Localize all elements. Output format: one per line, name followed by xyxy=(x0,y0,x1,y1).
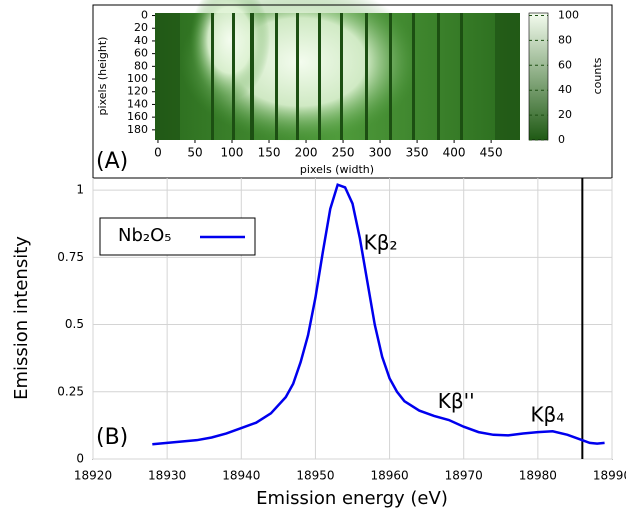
y-tick-label: 0.5 xyxy=(65,317,84,331)
colorbar-tick-label: 80 xyxy=(558,33,572,46)
y-tick-label: 0.25 xyxy=(57,384,84,398)
annotation: Kβ'' xyxy=(438,389,475,413)
y-tick-label: 120 xyxy=(127,85,148,98)
panel-label: (A) xyxy=(96,149,128,174)
x-tick-label: 18950 xyxy=(296,469,334,483)
x-tick-label: 18920 xyxy=(74,469,112,483)
x-tick-label: 350 xyxy=(406,146,429,160)
colorbar-tick-label: 60 xyxy=(558,58,572,71)
y-tick-label: 60 xyxy=(134,47,148,60)
panel-label: (B) xyxy=(96,425,128,450)
annotation: Kβ₂ xyxy=(364,230,398,254)
x-tick-label: 18960 xyxy=(370,469,408,483)
y-tick-label: 140 xyxy=(127,97,148,110)
x-tick-label: 200 xyxy=(295,146,318,160)
x-tick-label: 0 xyxy=(154,146,162,160)
x-tick-label: 18940 xyxy=(222,469,260,483)
x-tick-label: 18930 xyxy=(148,469,186,483)
colorbar-tick-label: 40 xyxy=(558,83,572,96)
y-tick-label: 160 xyxy=(127,110,148,123)
x-tick-label: 250 xyxy=(332,146,355,160)
y-tick-label: 0.75 xyxy=(57,250,84,264)
x-tick-label: 400 xyxy=(443,146,466,160)
colorbar-tick-label: 20 xyxy=(558,108,572,121)
y-axis-label: pixels (height) xyxy=(96,37,109,116)
detector-image xyxy=(155,0,520,142)
y-tick-label: 1 xyxy=(76,183,84,197)
x-axis-label: Emission energy (eV) xyxy=(256,488,448,509)
y-tick-label: 0 xyxy=(76,452,84,466)
y-tick-label: 20 xyxy=(134,21,148,34)
legend-label: Nb₂O₅ xyxy=(118,225,172,246)
y-tick-label: 80 xyxy=(134,59,148,72)
y-tick-label: 100 xyxy=(127,72,148,85)
colorbar-tick-label: 0 xyxy=(558,133,565,146)
colorbar-tick-label: 100 xyxy=(558,8,579,21)
x-tick-label: 150 xyxy=(258,146,281,160)
x-tick-label: 18970 xyxy=(445,469,483,483)
y-tick-label: 0 xyxy=(141,9,148,22)
x-tick-label: 18980 xyxy=(519,469,557,483)
x-tick-label: 450 xyxy=(480,146,503,160)
colorbar-label: counts xyxy=(591,57,604,94)
y-tick-label: 180 xyxy=(127,123,148,136)
annotation: Kβ₄ xyxy=(530,402,564,426)
colorbar xyxy=(528,12,549,141)
data-line xyxy=(152,183,605,446)
x-tick-label: 100 xyxy=(221,146,244,160)
x-axis-label: pixels (width) xyxy=(300,163,374,176)
y-axis-label: Emission intensity xyxy=(11,236,32,400)
x-tick-label: 50 xyxy=(187,146,202,160)
x-tick-label: 300 xyxy=(369,146,392,160)
y-tick-label: 40 xyxy=(134,34,148,47)
